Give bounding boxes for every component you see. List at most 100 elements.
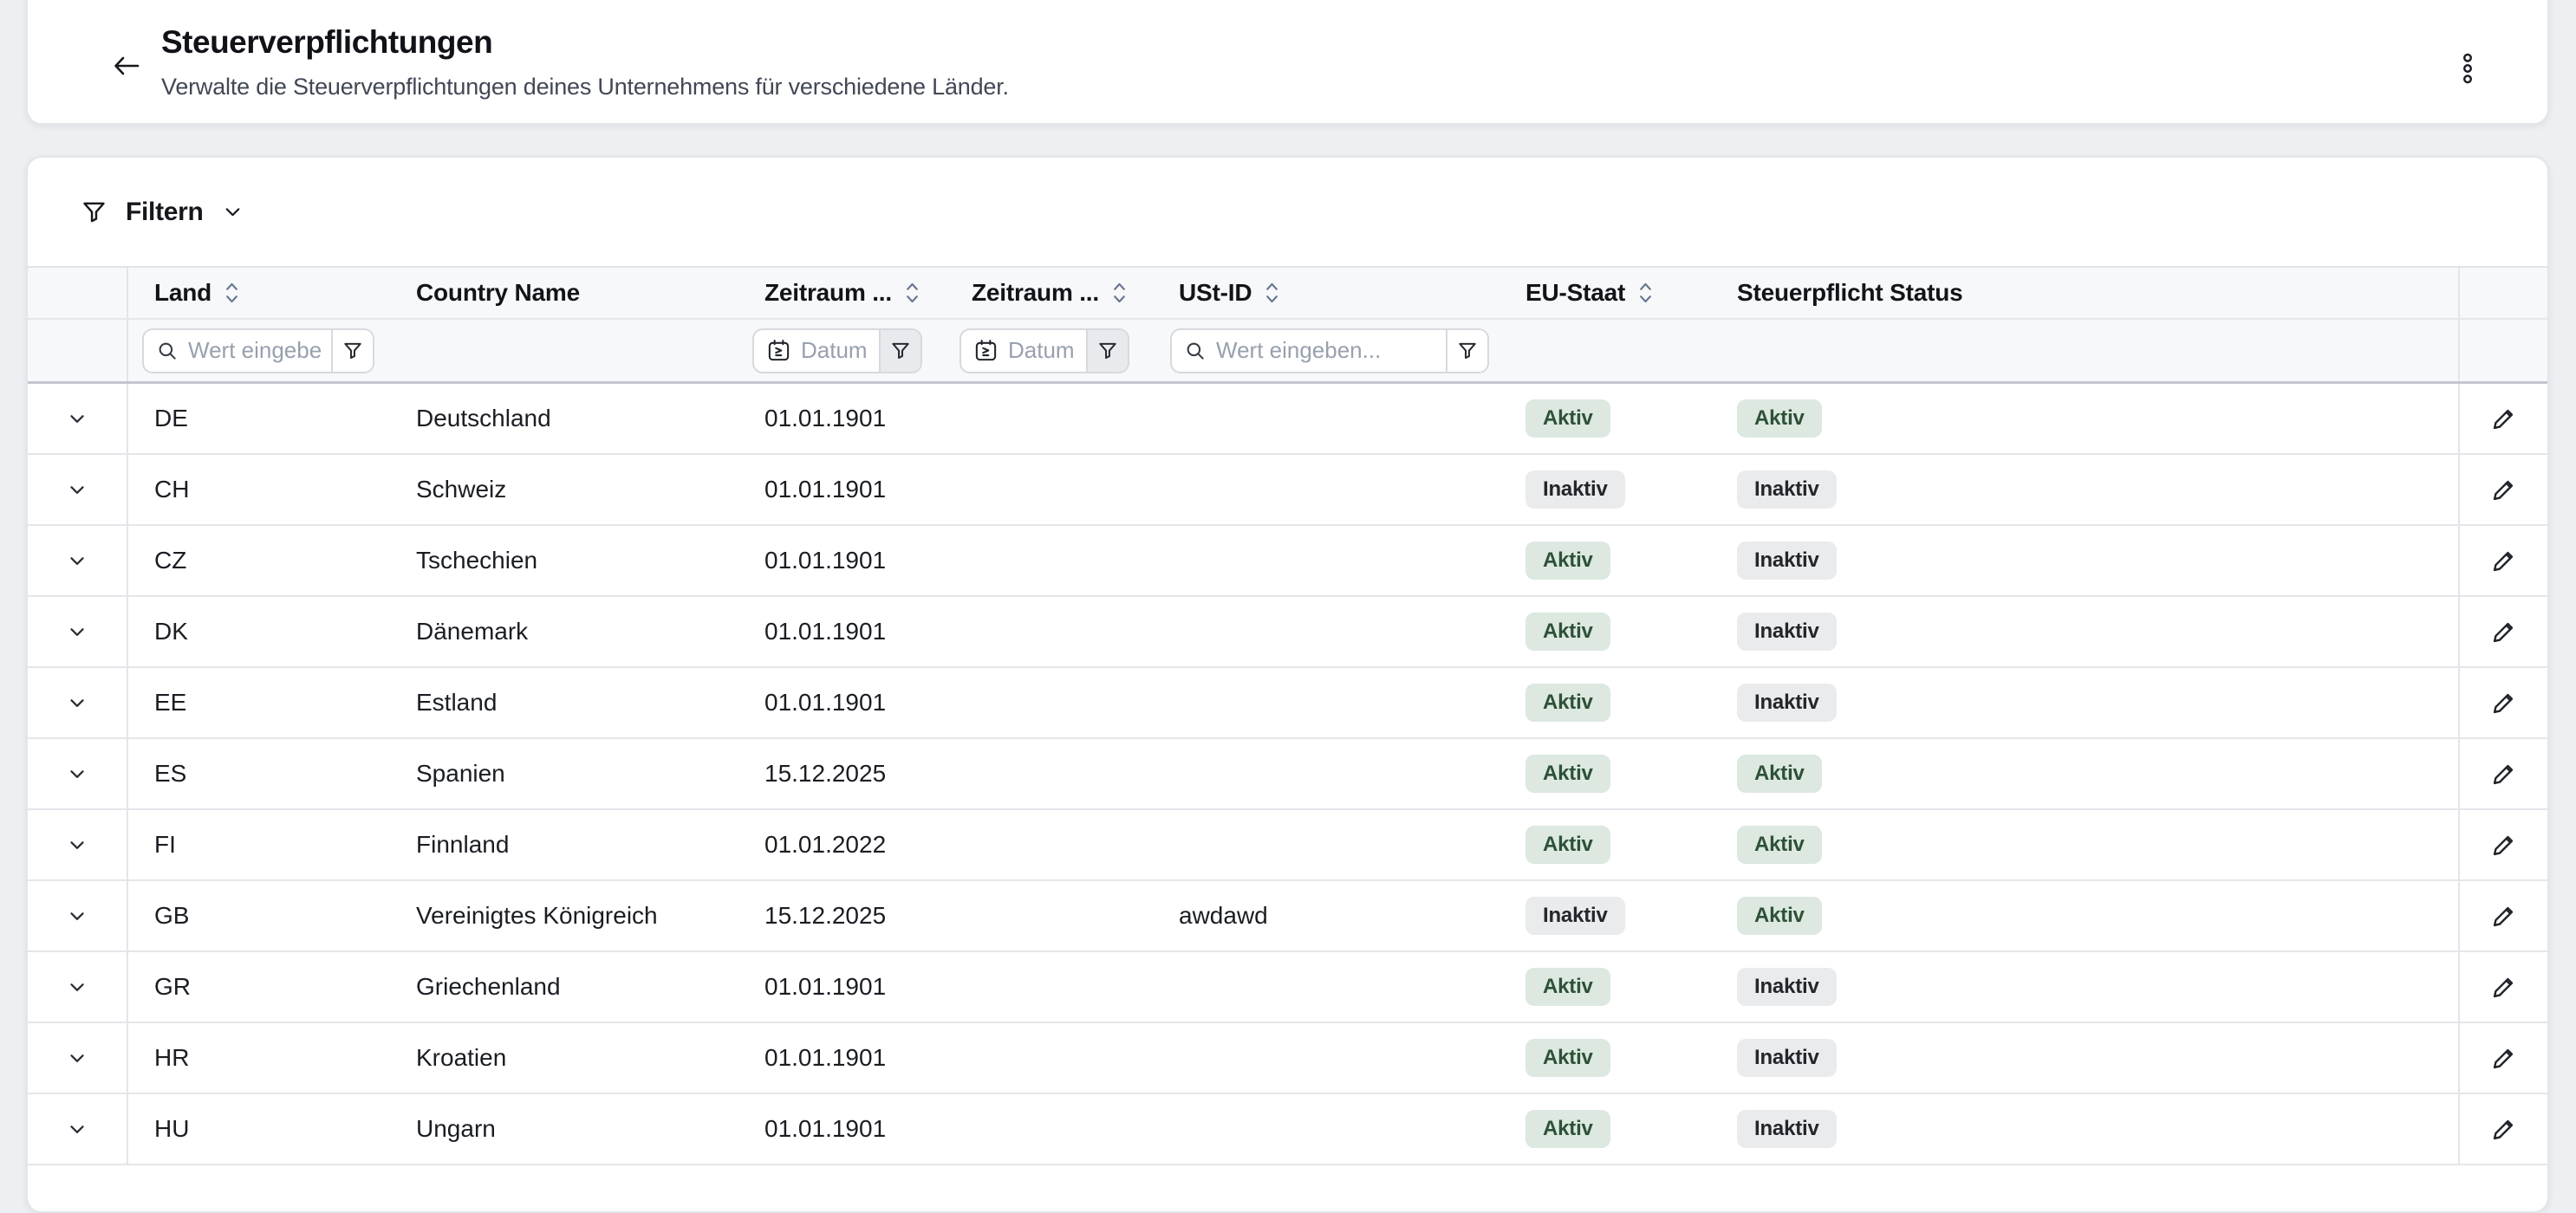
edit-row-button[interactable] [2490, 476, 2518, 503]
row-actions-cell [2458, 668, 2547, 737]
ust-id-filter-input[interactable] [1216, 337, 1435, 364]
row-expand-button[interactable] [66, 762, 88, 785]
row-expand-button[interactable] [66, 1047, 88, 1069]
sort-icon [1640, 282, 1651, 303]
zeitraum-von-filter-input[interactable] [801, 337, 868, 364]
sort-icon [226, 282, 237, 303]
pencil-icon [2493, 409, 2513, 430]
row-expand-cell [28, 952, 128, 1022]
cell-zeitraum-von: 01.01.1901 [764, 405, 887, 431]
filter-cell-zeitraum-bis [946, 328, 1153, 373]
cell-land: HU [154, 1115, 190, 1142]
steuerpflicht-status-badge: Aktiv [1737, 826, 1822, 864]
cell-zeitraum-von: 15.12.2025 [764, 902, 887, 929]
column-header-zeitraum[interactable]: Zeitraum ... [738, 279, 946, 307]
cell-zeitraum-von: 01.01.1901 [764, 973, 887, 1000]
filter-bar[interactable]: Filtern [28, 158, 2547, 266]
eu-staat-cell: Aktiv [1499, 755, 1711, 793]
pencil-icon [2493, 835, 2513, 856]
steuerpflicht-status-badge: Inaktiv [1737, 684, 1837, 722]
land-filter-input[interactable] [188, 337, 321, 364]
page-subtitle: Verwalte die Steuerverpflichtungen deine… [161, 74, 1009, 100]
eu-staat-cell: Aktiv [1499, 613, 1711, 651]
more-options-button[interactable] [2450, 49, 2485, 88]
cell-zeitraum-von: 01.01.1901 [764, 618, 887, 645]
back-button[interactable] [107, 47, 146, 85]
row-expand-button[interactable] [66, 905, 88, 927]
eu-staat-cell: Aktiv [1499, 826, 1711, 864]
table-header-row: Land Country Name Zeitraum ... Zeitraum ...… [28, 266, 2547, 320]
edit-row-button[interactable] [2490, 547, 2518, 574]
row-actions-cell [2458, 1023, 2547, 1093]
row-expand-button[interactable] [66, 620, 88, 643]
row-expand-button[interactable] [66, 549, 88, 572]
row-expand-button[interactable] [66, 834, 88, 856]
steuerpflicht-status-cell: Inaktiv [1711, 1110, 2458, 1148]
cell-country-name: Vereinigtes Königreich [416, 902, 658, 929]
ust-id-filter-funnel-button[interactable] [1446, 329, 1487, 372]
column-header-eu-staat[interactable]: EU-Staat [1499, 279, 1711, 307]
page-header-card: Steuerverpflichtungen Verwalte die Steue… [26, 0, 2549, 125]
cell-country-name: Dänemark [416, 618, 529, 645]
cell-zeitraum-von: 01.01.1901 [764, 1044, 887, 1071]
zeitraum-bis-filter-input[interactable] [1008, 337, 1076, 364]
column-header-label: EU-Staat [1525, 279, 1626, 306]
row-actions-cell [2458, 597, 2547, 666]
column-header-land[interactable]: Land [128, 279, 390, 307]
steuerpflicht-status-cell: Aktiv [1711, 897, 2458, 935]
row-expand-button[interactable] [66, 976, 88, 998]
steuerpflicht-status-cell: Aktiv [1711, 826, 2458, 864]
tax-obligations-table-card: Filtern Land Country Name Zeitraum ... Zeit… [26, 156, 2549, 1213]
filter-cell-zeitraum-von [738, 328, 946, 373]
pencil-icon [2493, 1119, 2513, 1140]
cell-zeitraum-von: 01.01.1901 [764, 476, 887, 503]
column-header-ust-id[interactable]: USt-ID [1153, 279, 1499, 307]
actions-column-header [2458, 268, 2547, 318]
column-header-steuerpflicht-status: Steuerpflicht Status [1711, 279, 2458, 307]
table-body: DE Deutschland 01.01.1901 Aktiv Aktiv CH Schwe… [28, 384, 2547, 1165]
row-actions-cell [2458, 739, 2547, 808]
land-filter-funnel-button[interactable] [331, 329, 373, 372]
row-actions-cell [2458, 952, 2547, 1022]
cell-land: DK [154, 618, 188, 645]
zeitraum-bis-filter-funnel-button[interactable] [1086, 329, 1128, 372]
column-header-zeitraum[interactable]: Zeitraum ... [946, 279, 1153, 307]
eu-staat-badge: Aktiv [1525, 1110, 1610, 1148]
cell-land: DE [154, 405, 188, 431]
steuerpflicht-status-badge: Inaktiv [1737, 470, 1837, 509]
table-row-de: DE Deutschland 01.01.1901 Aktiv Aktiv [28, 384, 2547, 455]
chevron-down-icon [70, 1125, 84, 1133]
eu-staat-cell: Aktiv [1499, 399, 1711, 438]
steuerpflicht-status-cell: Inaktiv [1711, 968, 2458, 1006]
edit-row-button[interactable] [2490, 902, 2518, 930]
cell-land: HR [154, 1044, 190, 1071]
cell-land: GB [154, 902, 190, 929]
row-expand-button[interactable] [66, 478, 88, 501]
edit-row-button[interactable] [2490, 760, 2518, 788]
cell-country-name: Ungarn [416, 1115, 496, 1142]
row-expand-cell [28, 668, 128, 737]
edit-row-button[interactable] [2490, 405, 2518, 432]
edit-row-button[interactable] [2490, 1044, 2518, 1072]
chevron-down-icon [70, 1054, 84, 1062]
edit-row-button[interactable] [2490, 1115, 2518, 1143]
zeitraum-von-filter-funnel-button[interactable] [879, 329, 920, 372]
cell-land: GR [154, 973, 191, 1000]
chevron-down-icon [70, 628, 84, 636]
edit-row-button[interactable] [2490, 831, 2518, 859]
row-expand-button[interactable] [66, 1118, 88, 1140]
edit-row-button[interactable] [2490, 689, 2518, 717]
chevron-down-icon [70, 770, 84, 778]
chevron-down-icon [70, 841, 84, 849]
row-expand-button[interactable] [66, 691, 88, 714]
eu-staat-cell: Inaktiv [1499, 470, 1711, 509]
steuerpflicht-status-cell: Aktiv [1711, 755, 2458, 793]
chevron-down-icon [70, 486, 84, 494]
cell-country-name: Schweiz [416, 476, 507, 503]
row-expand-button[interactable] [66, 407, 88, 430]
table-row-dk: DK Dänemark 01.01.1901 Aktiv Inaktiv [28, 597, 2547, 668]
cell-country-name: Kroatien [416, 1044, 507, 1071]
edit-row-button[interactable] [2490, 618, 2518, 645]
column-header-label: Steuerpflicht Status [1737, 279, 1963, 306]
edit-row-button[interactable] [2490, 973, 2518, 1001]
